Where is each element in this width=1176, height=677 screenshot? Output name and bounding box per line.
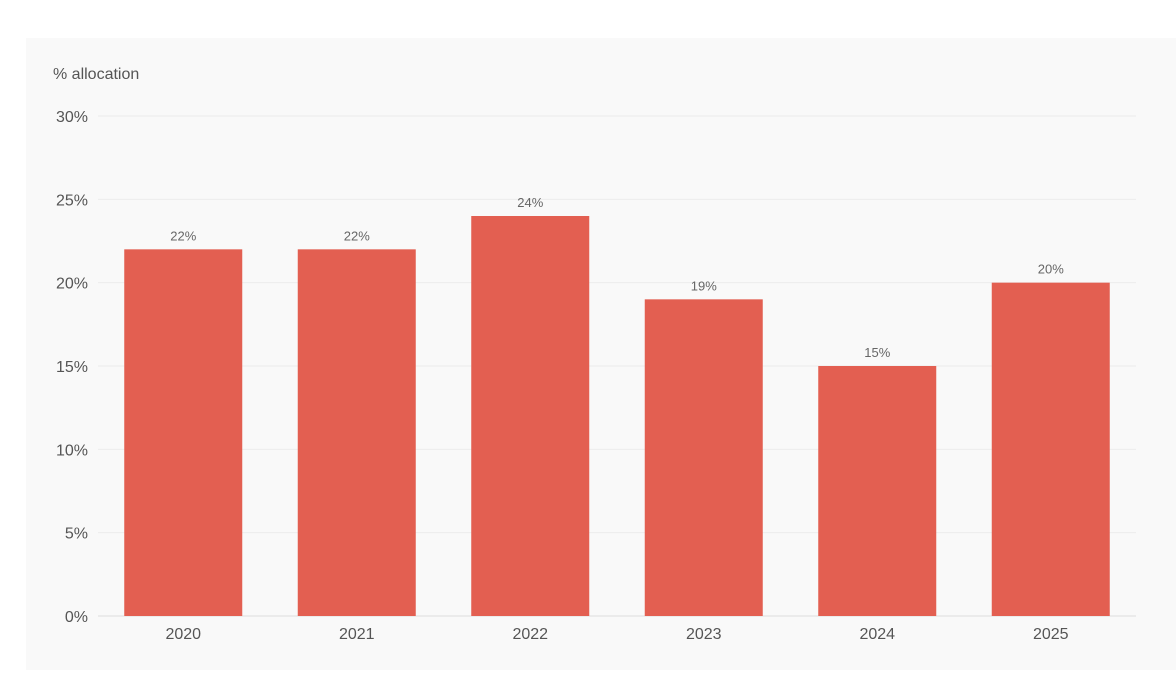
data-label: 20% bbox=[1038, 262, 1064, 277]
bar-2022[interactable] bbox=[471, 216, 590, 616]
x-tick-label: 2021 bbox=[339, 626, 375, 643]
data-label: 22% bbox=[170, 228, 196, 243]
y-tick-label: 15% bbox=[56, 359, 88, 376]
data-label: 15% bbox=[864, 345, 890, 360]
x-tick-label: 2025 bbox=[1033, 626, 1069, 643]
x-tick-label: 2023 bbox=[686, 626, 722, 643]
y-tick-label: 20% bbox=[56, 276, 88, 293]
bar-2021[interactable] bbox=[297, 249, 416, 617]
y-tick-label: 30% bbox=[56, 109, 88, 126]
data-label: 24% bbox=[517, 195, 543, 210]
y-tick-label: 0% bbox=[65, 609, 88, 626]
y-tick-label: 5% bbox=[65, 526, 88, 543]
y-axis-title: % allocation bbox=[53, 66, 140, 83]
x-tick-label: 2024 bbox=[859, 626, 895, 643]
bar-2020[interactable] bbox=[124, 249, 243, 617]
data-label: 22% bbox=[344, 228, 370, 243]
x-tick-label: 2020 bbox=[165, 626, 201, 643]
x-tick-label: 2022 bbox=[512, 626, 548, 643]
y-tick-label: 25% bbox=[56, 192, 88, 209]
y-tick-label: 10% bbox=[56, 442, 88, 459]
bar-2023[interactable] bbox=[644, 299, 763, 616]
bar-2024[interactable] bbox=[818, 366, 937, 616]
data-label: 19% bbox=[691, 278, 717, 293]
bar-2025[interactable] bbox=[991, 282, 1110, 616]
